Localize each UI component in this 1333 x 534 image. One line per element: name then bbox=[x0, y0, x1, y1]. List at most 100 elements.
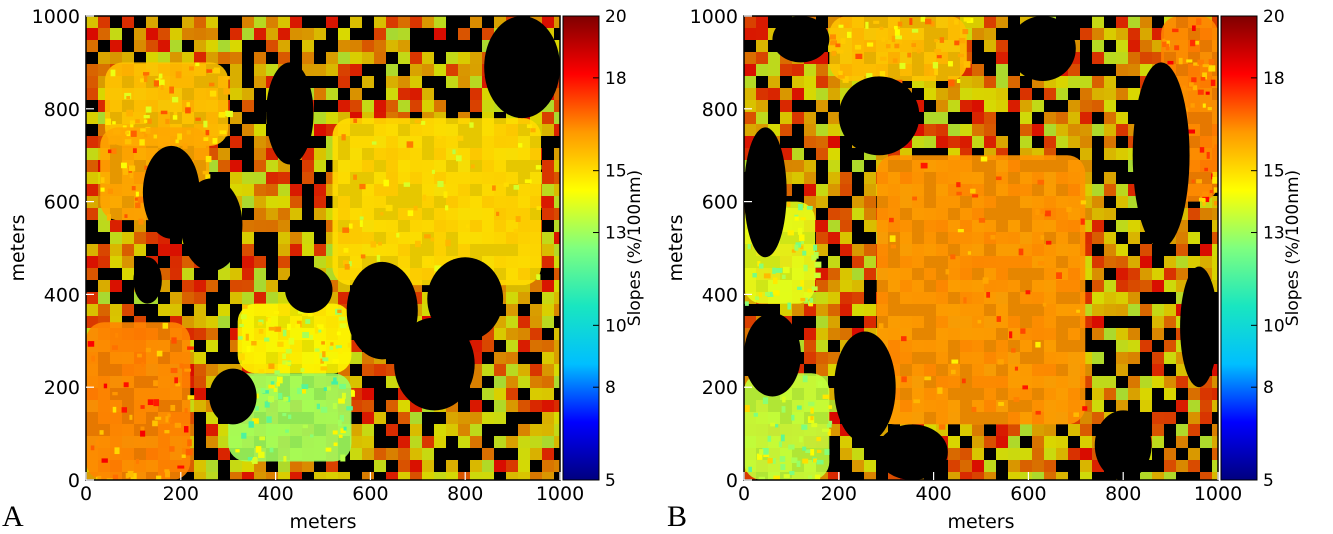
slope-speckle bbox=[879, 26, 884, 30]
plot-frame bbox=[743, 15, 1219, 481]
slope-speckle bbox=[170, 367, 178, 374]
texture-cell bbox=[134, 52, 146, 64]
texture-cell bbox=[1164, 412, 1176, 424]
slope-speckle bbox=[370, 241, 377, 248]
texture-cell bbox=[984, 112, 996, 124]
slope-speckle bbox=[282, 412, 287, 417]
texture-cell bbox=[1164, 244, 1176, 256]
texture-cell bbox=[266, 232, 278, 244]
texture-cell bbox=[972, 28, 984, 40]
texture-cell bbox=[780, 124, 792, 136]
colorbar-label: Slopes (%/100nm) bbox=[625, 170, 645, 326]
texture-cell bbox=[792, 172, 804, 184]
texture-cell bbox=[792, 64, 804, 76]
texture-cell bbox=[1116, 256, 1128, 268]
texture-cell bbox=[924, 88, 936, 100]
texture-cell bbox=[482, 364, 494, 376]
texture-cell bbox=[852, 292, 864, 304]
texture-cell bbox=[1176, 424, 1188, 436]
texture-cell bbox=[446, 412, 458, 424]
texture-cell bbox=[840, 256, 852, 268]
texture-cell bbox=[1152, 268, 1164, 280]
texture-cell bbox=[1116, 316, 1128, 328]
texture-cell bbox=[1068, 64, 1080, 76]
texture-cell bbox=[984, 76, 996, 88]
slope-speckle bbox=[530, 128, 536, 133]
slope-speckle bbox=[1162, 41, 1167, 48]
texture-cell bbox=[518, 328, 530, 340]
texture-cell bbox=[470, 472, 482, 480]
texture-cell bbox=[446, 460, 458, 472]
texture-cell bbox=[518, 448, 530, 460]
texture-cell bbox=[470, 436, 482, 448]
texture-cell bbox=[410, 52, 422, 64]
texture-cell bbox=[98, 232, 110, 244]
slope-speckle bbox=[758, 476, 766, 480]
texture-cell bbox=[1068, 124, 1080, 136]
slope-speckle bbox=[1013, 397, 1020, 402]
texture-cell bbox=[1188, 388, 1200, 400]
texture-cell bbox=[542, 364, 554, 376]
texture-cell bbox=[852, 304, 864, 316]
texture-cell bbox=[1188, 424, 1200, 436]
slope-speckle bbox=[897, 21, 903, 27]
texture-cell bbox=[374, 28, 386, 40]
slope-speckle bbox=[1190, 39, 1196, 47]
texture-cell bbox=[792, 112, 804, 124]
texture-cell bbox=[158, 40, 170, 52]
slope-speckle bbox=[925, 18, 932, 25]
slope-speckle bbox=[380, 212, 384, 216]
texture-cell bbox=[1200, 388, 1212, 400]
texture-cell bbox=[530, 436, 542, 448]
slope-speckle bbox=[890, 244, 897, 249]
slope-speckle bbox=[470, 164, 475, 169]
texture-cell bbox=[362, 436, 374, 448]
slope-speckle bbox=[1202, 72, 1207, 80]
texture-cell bbox=[470, 28, 482, 40]
texture-cell bbox=[386, 40, 398, 52]
texture-cell bbox=[1080, 40, 1092, 52]
x-axis-label: meters bbox=[289, 511, 356, 530]
slope-speckle bbox=[800, 297, 806, 302]
texture-cell bbox=[792, 184, 804, 196]
texture-cell bbox=[458, 448, 470, 460]
texture-cell bbox=[1080, 424, 1092, 436]
slope-speckle bbox=[309, 334, 313, 340]
slope-speckle bbox=[763, 273, 771, 279]
slope-speckle bbox=[843, 22, 849, 29]
texture-cell bbox=[1104, 244, 1116, 256]
texture-cell bbox=[362, 376, 374, 388]
texture-cell bbox=[984, 472, 996, 480]
texture-cell bbox=[984, 28, 996, 40]
texture-cell bbox=[1152, 376, 1164, 388]
texture-cell bbox=[1128, 220, 1140, 232]
texture-cell bbox=[816, 76, 828, 88]
texture-cell bbox=[254, 196, 266, 208]
slope-speckle bbox=[513, 228, 518, 234]
texture-cell bbox=[1212, 268, 1218, 280]
texture-cell bbox=[278, 244, 290, 256]
texture-cell bbox=[98, 28, 110, 40]
texture-cell bbox=[1104, 256, 1116, 268]
slope-speckle bbox=[747, 243, 751, 250]
texture-cell bbox=[302, 184, 314, 196]
texture-cell bbox=[1116, 184, 1128, 196]
texture-cell bbox=[1116, 76, 1128, 88]
texture-cell bbox=[146, 52, 158, 64]
slope-speckle bbox=[1046, 240, 1052, 245]
slope-speckle bbox=[452, 149, 456, 155]
slope-speckle bbox=[1193, 62, 1200, 66]
texture-cell bbox=[1128, 52, 1140, 64]
texture-cell bbox=[864, 280, 876, 292]
texture-cell bbox=[230, 52, 242, 64]
texture-cell bbox=[314, 64, 326, 76]
slope-speckle bbox=[332, 358, 339, 364]
texture-cell bbox=[338, 472, 350, 480]
texture-cell bbox=[422, 64, 434, 76]
texture-cell bbox=[804, 112, 816, 124]
texture-cell bbox=[1116, 388, 1128, 400]
texture-cell bbox=[374, 52, 386, 64]
texture-cell bbox=[506, 352, 518, 364]
texture-cell bbox=[1152, 256, 1164, 268]
texture-cell bbox=[804, 340, 816, 352]
